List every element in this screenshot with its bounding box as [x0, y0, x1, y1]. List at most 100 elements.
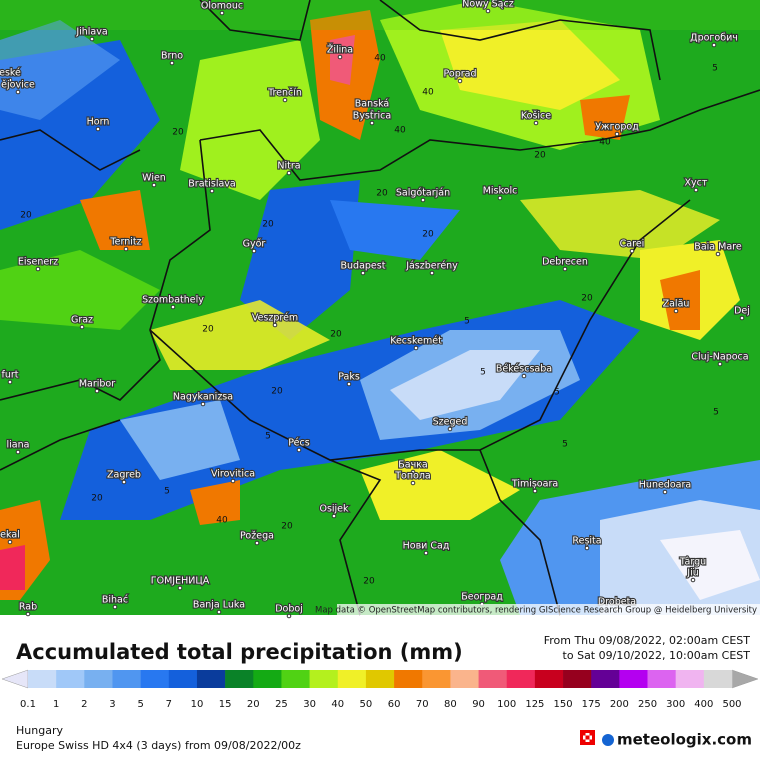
brand: meteologix.com [617, 731, 752, 749]
map-labels: Olomouc Nowy Sącz Дрогобич Jihlava Brno Žilin… [0, 0, 751, 619]
legend-label: 30 [303, 699, 316, 710]
city-label: Osijek [319, 504, 349, 515]
city-dot [7, 539, 13, 545]
city-label: ekal [0, 530, 20, 541]
city-dot [533, 120, 539, 126]
city-dot [497, 195, 503, 201]
city-dot [251, 248, 257, 254]
city-label: Doboj [275, 604, 303, 615]
city-label: Нови Сад [403, 541, 450, 552]
legend-swatch [168, 670, 198, 688]
legend-label: 100 [497, 699, 516, 710]
contour-label: 20 [202, 325, 214, 335]
map [0, 0, 760, 616]
city-label: Žilina [327, 44, 353, 56]
contour-label: 5 [464, 317, 470, 327]
legend-label: 70 [416, 699, 429, 710]
city-dot [7, 379, 13, 385]
contour-label: 20 [330, 330, 342, 340]
city-dot [739, 315, 745, 321]
city-dot [151, 182, 157, 188]
city-label: Salgótarján [396, 188, 450, 199]
legend-label: 150 [553, 699, 572, 710]
city-label: Nitra [277, 161, 300, 172]
legend-swatch [365, 670, 395, 688]
city-dot [282, 97, 288, 103]
legend-swatch [563, 670, 592, 688]
city-label: liana [7, 440, 30, 451]
city-dot [690, 566, 696, 572]
contour-label: 20 [422, 230, 434, 240]
city-dot [94, 388, 100, 394]
city-dot [89, 36, 95, 42]
city-dot [286, 170, 292, 176]
city-label: ГОМЈЕНИЦА [151, 576, 210, 587]
city-dot [95, 126, 101, 132]
city-dot [35, 266, 41, 272]
city-label: Jászberény [405, 261, 458, 272]
city-dot [673, 308, 679, 314]
region: Hungary [16, 724, 63, 737]
city-label: Olomouc [201, 1, 243, 12]
city-label: Banská [355, 99, 389, 110]
city-dot [123, 246, 129, 252]
legend-swatch [478, 670, 508, 688]
city-label: Bystrica [353, 111, 391, 122]
city-label: ějovice [1, 80, 35, 91]
legend-label: 25 [275, 699, 288, 710]
legend-label: 50 [360, 699, 373, 710]
contour-label: 5 [712, 64, 718, 74]
contour-label: 40 [216, 516, 228, 526]
city-dot [230, 478, 236, 484]
legend-swatch [140, 670, 170, 688]
city-dot [79, 324, 85, 330]
city-label: Szeged [433, 417, 468, 428]
contour-label: 20 [281, 522, 293, 532]
city-dot [25, 611, 31, 617]
city-dot [209, 188, 215, 194]
city-dot [423, 550, 429, 556]
city-label: Топола [394, 471, 431, 482]
legend-label: 80 [444, 699, 457, 710]
city-dot [410, 469, 416, 475]
legend-label: 125 [525, 699, 544, 710]
contour-label: 40 [394, 126, 406, 136]
city-dot [584, 545, 590, 551]
contour-label: 20 [534, 151, 546, 161]
city-dot [521, 373, 527, 379]
contour-label: 20 [271, 387, 283, 397]
city-label: Ternitz [109, 237, 141, 248]
city-dot [169, 60, 175, 66]
city-label: Debrecen [542, 257, 588, 268]
legend-swatch [394, 670, 423, 688]
legend-label: 5 [137, 699, 143, 710]
legend-swatch [84, 670, 113, 688]
legend-label: 10 [191, 699, 204, 710]
contour-label: 20 [581, 294, 593, 304]
legend-label: 40 [331, 699, 344, 710]
logo-icon [602, 734, 614, 746]
city-label: Pécs [288, 438, 309, 449]
city-dot [457, 78, 463, 84]
city-dot [272, 322, 278, 328]
contour-label: 5 [164, 487, 170, 497]
city-label: Požega [240, 531, 274, 542]
city-dot [711, 42, 717, 48]
legend-swatch [619, 670, 648, 688]
legend-label: 60 [388, 699, 401, 710]
city-label: Nowy Sącz [462, 0, 513, 10]
contour-label: 20 [20, 211, 32, 221]
city-label: Győr [243, 239, 266, 250]
city-dot [216, 609, 222, 615]
city-dot [296, 447, 302, 453]
legend-swatch [225, 670, 254, 688]
city-dot [15, 89, 21, 95]
city-label: Horn [87, 117, 110, 128]
city-dot [346, 381, 352, 387]
contour-label: 5 [713, 408, 719, 418]
city-label: Trenčín [267, 88, 302, 99]
legend-label: 200 [610, 699, 629, 710]
legend-over [731, 669, 759, 689]
